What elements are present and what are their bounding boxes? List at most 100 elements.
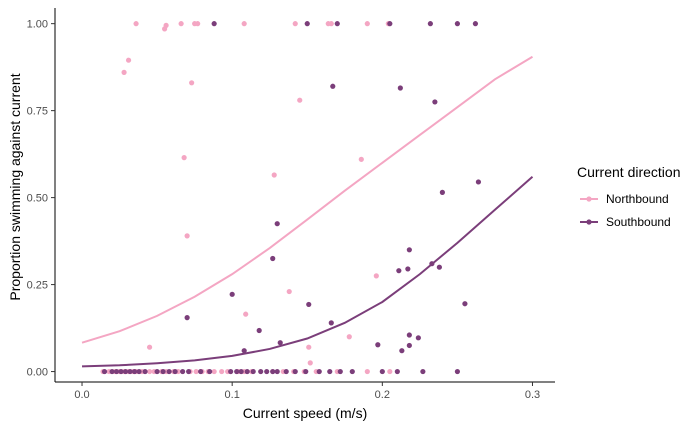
point-southbound <box>238 368 244 375</box>
point-northbound <box>241 21 247 27</box>
point-southbound <box>337 368 343 375</box>
point-northbound <box>219 368 225 375</box>
point-southbound <box>405 266 411 272</box>
point-southbound <box>109 368 115 375</box>
point-southbound <box>131 368 138 375</box>
point-southbound <box>439 189 445 195</box>
point-southbound <box>406 247 412 253</box>
fit-line-northbound <box>81 55 533 344</box>
y-tick-label: 0.25 <box>27 280 48 292</box>
point-northbound <box>193 368 199 375</box>
fit-lines <box>81 55 534 368</box>
point-southbound <box>387 21 393 27</box>
point-southbound <box>270 255 276 262</box>
point-northbound <box>271 172 277 178</box>
point-northbound <box>373 273 379 279</box>
point-southbound <box>180 368 186 375</box>
data-points <box>100 21 482 375</box>
point-southbound <box>399 348 405 354</box>
point-southbound <box>264 368 270 375</box>
y-tick-label: 0.50 <box>27 193 48 205</box>
point-southbound <box>172 368 178 375</box>
point-northbound <box>306 344 312 350</box>
point-southbound <box>349 368 355 375</box>
point-northbound <box>184 233 190 239</box>
x-axis-title: Current speed (m/s) <box>243 405 367 421</box>
point-southbound <box>198 368 204 375</box>
point-northbound <box>387 368 393 375</box>
point-northbound <box>181 155 187 161</box>
point-southbound <box>334 21 340 27</box>
point-southbound <box>207 368 213 375</box>
point-southbound <box>122 368 129 375</box>
point-northbound <box>146 344 153 350</box>
point-southbound <box>304 21 310 27</box>
point-southbound <box>184 315 190 321</box>
point-southbound <box>415 335 421 341</box>
point-northbound <box>297 97 303 103</box>
point-southbound <box>101 368 108 375</box>
point-northbound <box>346 334 352 340</box>
fit-line-southbound <box>82 175 534 368</box>
point-southbound <box>306 301 312 308</box>
point-southbound <box>113 368 120 375</box>
legend-key-point-northbound <box>586 196 592 202</box>
point-northbound <box>286 288 292 295</box>
point-southbound <box>186 368 192 375</box>
point-southbound <box>429 261 435 267</box>
point-northbound <box>307 360 313 366</box>
point-southbound <box>379 368 385 375</box>
point-northbound <box>195 21 201 27</box>
y-tick-label: 0.00 <box>27 367 48 379</box>
point-southbound <box>166 368 172 375</box>
y-tick-label: 0.75 <box>27 106 48 118</box>
point-southbound <box>397 85 403 91</box>
legend-title: Current direction <box>577 164 681 180</box>
point-southbound <box>244 368 250 375</box>
y-tick-label: 1.00 <box>27 19 48 31</box>
point-southbound <box>256 327 262 334</box>
point-southbound <box>292 368 298 375</box>
point-southbound <box>432 99 438 105</box>
point-southbound <box>250 368 256 375</box>
point-southbound <box>136 368 142 375</box>
point-southbound <box>420 368 426 375</box>
point-southbound <box>160 368 166 375</box>
point-southbound <box>394 368 400 375</box>
point-southbound <box>211 21 217 27</box>
point-northbound <box>178 21 184 27</box>
point-southbound <box>258 368 264 375</box>
point-southbound <box>406 332 412 338</box>
point-northbound <box>364 368 370 375</box>
point-southbound <box>454 368 460 375</box>
point-northbound <box>121 69 127 75</box>
point-northbound <box>364 21 370 27</box>
point-northbound <box>211 368 217 375</box>
point-southbound <box>277 340 283 346</box>
point-southbound <box>406 342 412 349</box>
legend: Current direction Northbound Southbound <box>577 164 681 229</box>
point-southbound <box>427 21 433 27</box>
point-southbound <box>396 268 402 274</box>
point-southbound <box>472 21 479 27</box>
point-southbound <box>328 320 334 326</box>
point-southbound <box>454 21 460 27</box>
point-southbound <box>154 368 160 375</box>
point-southbound <box>475 179 482 185</box>
point-southbound <box>274 221 280 227</box>
point-southbound <box>118 368 124 375</box>
x-tick-label: 0.1 <box>225 389 240 401</box>
point-northbound <box>292 21 298 27</box>
point-southbound <box>274 368 280 375</box>
point-northbound <box>358 156 364 162</box>
point-southbound <box>316 368 322 375</box>
point-southbound <box>234 368 240 375</box>
point-northbound <box>328 21 334 27</box>
point-northbound <box>243 311 249 317</box>
point-southbound <box>327 368 333 375</box>
legend-label-northbound: Northbound <box>606 192 669 206</box>
legend-key-point-southbound <box>586 219 592 225</box>
point-southbound <box>142 368 148 375</box>
